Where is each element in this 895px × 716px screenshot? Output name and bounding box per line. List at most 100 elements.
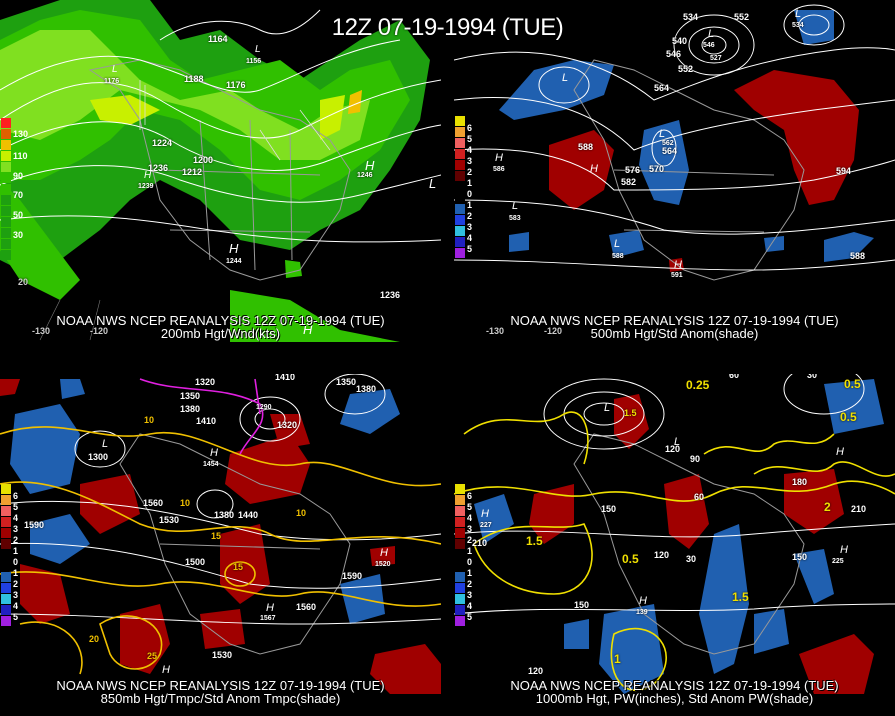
legend-label: 4 [13, 513, 19, 523]
contour-label: 225 [832, 558, 844, 565]
legend-label: 4 [467, 601, 473, 611]
contour-label: 1440 [238, 510, 259, 520]
legend-label: 4 [467, 145, 473, 155]
high-marker: H [162, 664, 170, 676]
contour-label: 586 [493, 166, 505, 173]
contour-label: 10 [296, 508, 307, 518]
legend-label: 1 [467, 568, 473, 578]
contour-label: 90 [690, 454, 701, 464]
contour-label: -120 [544, 326, 563, 336]
panel-caption-line2: 850mb Hgt/Tmpc/Std Anom Tmpc(shade) [100, 691, 341, 706]
contour-label: -130 [32, 326, 51, 336]
contour-label: 527 [710, 55, 722, 62]
contour-label: 210 [472, 538, 488, 548]
legend-label: 1 [13, 546, 19, 556]
contour-label: 0.5 [844, 377, 861, 391]
legend-label: 2 [467, 579, 473, 589]
contour-label: 1454 [203, 461, 219, 468]
legend-label: 0 [467, 557, 473, 567]
contour-label: 1590 [24, 520, 45, 530]
contour-label: 1300 [88, 452, 109, 462]
contour-label: 150 [792, 552, 808, 562]
contour-label: 1176 [226, 80, 246, 90]
legend-label: 110 [13, 151, 28, 161]
legend-label: 5 [13, 502, 19, 512]
contour-label: 534 [683, 12, 699, 22]
legend-label: 30 [13, 230, 24, 240]
contour-label: 15 [233, 562, 244, 572]
contour-label: 1560 [296, 602, 317, 612]
contour-label: 1520 [375, 561, 391, 568]
legend-label: 1 [467, 200, 473, 210]
contour-label: 1239 [138, 183, 154, 190]
contour-label: 25 [147, 651, 158, 661]
contour-label: 582 [621, 177, 637, 187]
contour-label: 180 [792, 477, 808, 487]
contour-label: 10 [180, 498, 191, 508]
contour-label: 210 [851, 504, 867, 514]
contour-label: 1236 [380, 290, 401, 300]
contour-label: 20 [18, 277, 29, 287]
high-marker: H [266, 602, 274, 614]
contour-label: 1.5 [732, 590, 749, 604]
contour-label: 564 [654, 83, 670, 93]
legend-label: 130 [13, 129, 29, 139]
contour-label: 583 [509, 215, 521, 222]
high-marker: H [495, 152, 503, 164]
legend-label: 1 [467, 178, 473, 188]
low-marker: L [604, 402, 611, 414]
contour-label: 120 [528, 666, 544, 676]
high-marker: H [144, 170, 152, 181]
map-850mb [0, 374, 441, 694]
contour-label: 1410 [275, 374, 296, 382]
contour-label: 120 [665, 444, 681, 454]
legend-label: 0 [467, 189, 473, 199]
contour-label: 570 [649, 164, 665, 174]
low-marker: L [112, 64, 118, 75]
contour-label: 591 [671, 272, 683, 279]
main-title: 12Z 07-19-1994 (TUE) [331, 14, 564, 41]
low-marker: L [659, 128, 666, 140]
high-marker: H [380, 547, 388, 559]
legend-label: 5 [467, 612, 473, 622]
legend-label: 3 [13, 524, 19, 534]
map-1000mb [454, 374, 895, 694]
panel-caption-line1: NOAA NWS NCEP REANALYSIS 12Z 07-19-1994 … [510, 313, 839, 328]
contour-label: 1224 [152, 138, 173, 148]
contour-label: 1380 [180, 404, 201, 414]
legend-label: 3 [467, 222, 473, 232]
contour-label: 588 [612, 253, 624, 260]
panel-caption-line1: NOAA NWS NCEP REANALYSIS 12Z 07-19-1994 … [510, 678, 839, 693]
contour-label: 1320 [195, 377, 216, 387]
low-marker: L [674, 436, 681, 448]
contour-label: 1320 [277, 420, 298, 430]
contour-label: 534 [792, 22, 804, 29]
high-marker: H [590, 163, 598, 175]
legend-label: 3 [467, 524, 473, 534]
contour-label: 1530 [159, 515, 180, 525]
contour-label: 1530 [212, 650, 233, 660]
contour-label: 1350 [180, 391, 201, 401]
contour-label: 1188 [184, 74, 204, 84]
low-marker: L [512, 200, 519, 212]
legend-label: 3 [467, 590, 473, 600]
legend-label: 50 [13, 210, 24, 220]
legend-label: 1 [13, 568, 19, 578]
legend-label: 6 [467, 123, 473, 133]
contour-label: 1410 [196, 416, 217, 426]
contour-label: 60 [729, 374, 740, 380]
contour-label: 562 [662, 140, 674, 147]
legend-label: 3 [467, 156, 473, 166]
panel-200mb: 130 110 90 70 50 30 1164 1156 1176 1188 … [0, 0, 441, 342]
contour-label: 546 [703, 42, 715, 49]
contour-label: 30 [807, 374, 818, 380]
contour-label: 10 [144, 415, 155, 425]
legend-label: 0 [13, 557, 19, 567]
legend-label: 5 [467, 244, 473, 254]
contour-label: 1590 [342, 571, 363, 581]
contour-label: 120 [654, 550, 670, 560]
low-marker: L [429, 176, 437, 191]
panel-500mb: 6 5 4 3 2 1 0 1 2 3 4 5 534 540 552 546 … [454, 0, 895, 342]
contour-label: 0.5 [840, 410, 857, 424]
contour-label: 1380 [214, 510, 235, 520]
